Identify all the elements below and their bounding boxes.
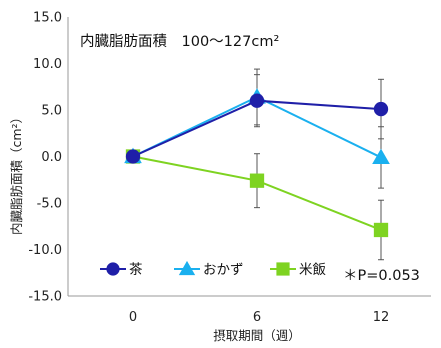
y-axis-title: 内臓脂肪面積（cm²） xyxy=(9,111,24,235)
x-tick-label: 12 xyxy=(373,310,390,325)
data-point xyxy=(373,101,389,117)
legend: 茶 おかず 米飯 xyxy=(100,260,326,278)
y-tick-labels: 15.0 10.0 5.0 0.0 -5.0 -10.0 -15.0 xyxy=(28,11,62,305)
series-茶 xyxy=(125,93,389,164)
error-bars-おかず xyxy=(254,68,384,189)
x-tick-label: 6 xyxy=(253,310,261,325)
data-point xyxy=(125,149,141,164)
annotation-label: 内臓脂肪面積 100〜127cm² xyxy=(80,33,279,50)
error-bars-茶 xyxy=(254,74,384,140)
y-tick-label: 0.0 xyxy=(41,150,62,165)
legend-label: 茶 xyxy=(129,262,143,278)
data-point xyxy=(249,173,265,188)
y-tick-label: 15.0 xyxy=(33,11,62,26)
data-point xyxy=(106,262,120,276)
y-tick-label: 5.0 xyxy=(41,104,62,119)
x-tick-label: 0 xyxy=(129,310,137,325)
data-point xyxy=(373,222,389,238)
significance-note: ＊P=0.053 xyxy=(343,268,420,284)
legend-item: 米飯 xyxy=(270,262,326,278)
error-bars-米飯 xyxy=(254,153,384,261)
data-point xyxy=(178,260,196,276)
x-tick-labels: 0 6 12 xyxy=(129,310,389,325)
y-tick-label: -5.0 xyxy=(37,197,62,212)
y-tick-label: 10.0 xyxy=(33,57,62,72)
series-layer xyxy=(124,68,390,261)
legend-item: おかず xyxy=(174,260,244,278)
legend-label: 米飯 xyxy=(299,262,326,278)
data-point xyxy=(276,262,290,276)
legend-label: おかず xyxy=(203,262,244,278)
data-point xyxy=(249,93,265,108)
legend-item: 茶 xyxy=(100,262,143,278)
data-point xyxy=(372,148,390,165)
x-axis-title: 摂取期間（週） xyxy=(213,328,301,343)
y-tick-label: -15.0 xyxy=(28,290,62,305)
axes xyxy=(67,17,431,297)
y-tick-label: -10.0 xyxy=(28,243,62,258)
